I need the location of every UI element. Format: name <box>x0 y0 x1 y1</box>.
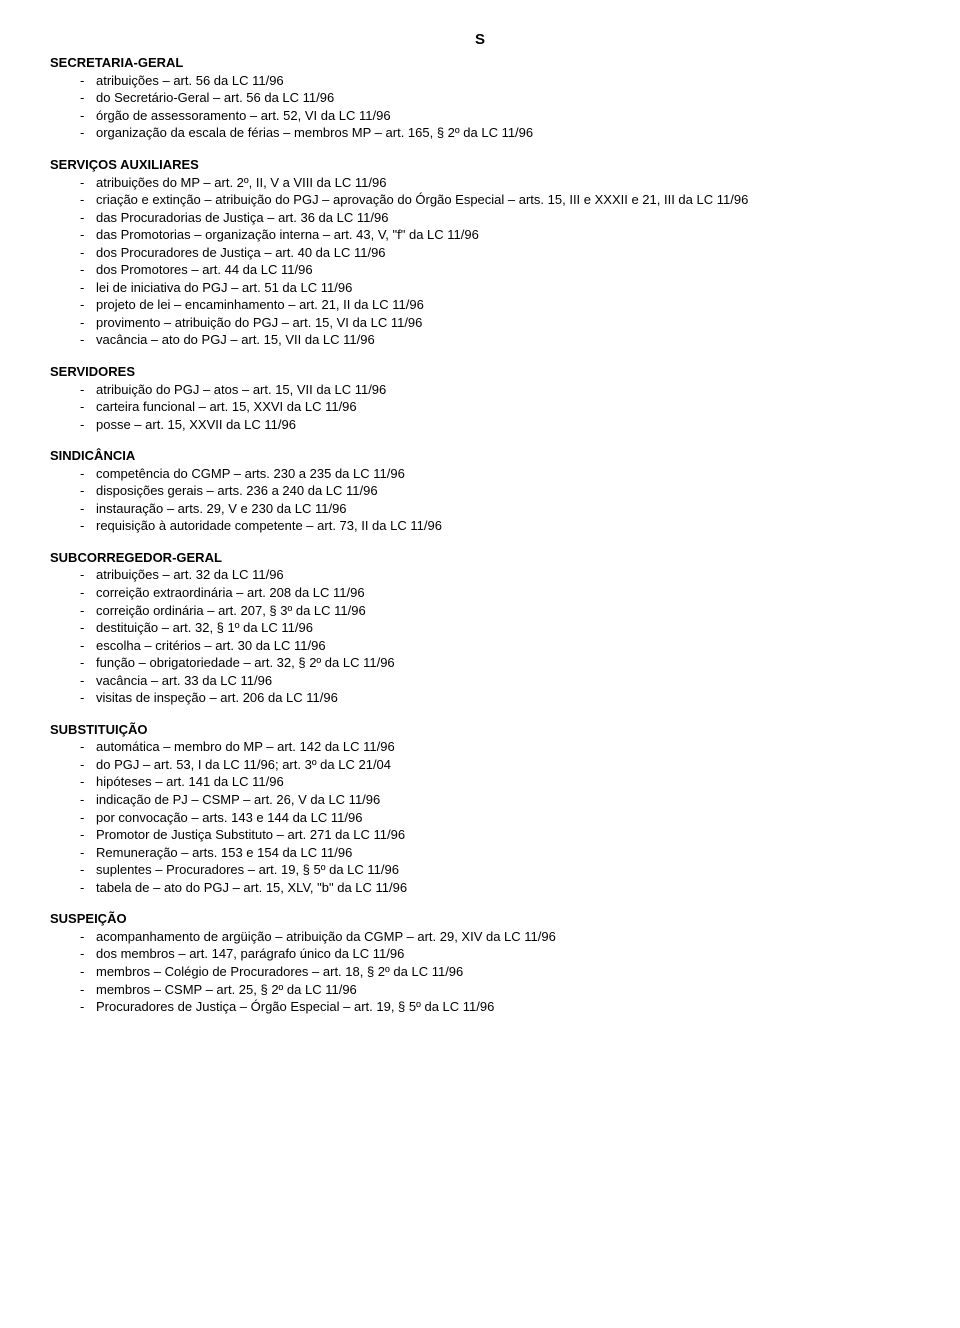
list-item: atribuições do MP – art. 2º, II, V a VII… <box>50 174 910 192</box>
list-item: hipóteses – art. 141 da LC 11/96 <box>50 773 910 791</box>
list-item: correição ordinária – art. 207, § 3º da … <box>50 602 910 620</box>
list-item: membros – CSMP – art. 25, § 2º da LC 11/… <box>50 981 910 999</box>
list-item: posse – art. 15, XXVII da LC 11/96 <box>50 416 910 434</box>
item-list: atribuições do MP – art. 2º, II, V a VII… <box>50 174 910 349</box>
list-item: membros – Colégio de Procuradores – art.… <box>50 963 910 981</box>
section: SUSPEIÇÃOacompanhamento de argüição – at… <box>50 910 910 1015</box>
list-item: do PGJ – art. 53, I da LC 11/96; art. 3º… <box>50 756 910 774</box>
section-title: SUBSTITUIÇÃO <box>50 721 910 739</box>
section-title: SUSPEIÇÃO <box>50 910 910 928</box>
list-item: Procuradores de Justiça – Órgão Especial… <box>50 998 910 1016</box>
list-item: correição extraordinária – art. 208 da L… <box>50 584 910 602</box>
section-title: SERVIDORES <box>50 363 910 381</box>
item-list: atribuições – art. 32 da LC 11/96correiç… <box>50 566 910 706</box>
list-item: Remuneração – arts. 153 e 154 da LC 11/9… <box>50 844 910 862</box>
list-item: projeto de lei – encaminhamento – art. 2… <box>50 296 910 314</box>
section: SUBSTITUIÇÃOautomática – membro do MP – … <box>50 721 910 896</box>
list-item: criação e extinção – atribuição do PGJ –… <box>50 191 910 209</box>
list-item: destituição – art. 32, § 1º da LC 11/96 <box>50 619 910 637</box>
list-item: organização da escala de férias – membro… <box>50 124 910 142</box>
item-list: atribuições – art. 56 da LC 11/96do Secr… <box>50 72 910 142</box>
section-title: SERVIÇOS AUXILIARES <box>50 156 910 174</box>
list-item: das Promotorias – organização interna – … <box>50 226 910 244</box>
list-item: das Procuradorias de Justiça – art. 36 d… <box>50 209 910 227</box>
item-list: acompanhamento de argüição – atribuição … <box>50 928 910 1016</box>
list-item: Promotor de Justiça Substituto – art. 27… <box>50 826 910 844</box>
list-item: do Secretário-Geral – art. 56 da LC 11/9… <box>50 89 910 107</box>
list-item: tabela de – ato do PGJ – art. 15, XLV, "… <box>50 879 910 897</box>
section: SUBCORREGEDOR-GERALatribuições – art. 32… <box>50 549 910 707</box>
list-item: competência do CGMP – arts. 230 a 235 da… <box>50 465 910 483</box>
section-title: SUBCORREGEDOR-GERAL <box>50 549 910 567</box>
list-item: instauração – arts. 29, V e 230 da LC 11… <box>50 500 910 518</box>
list-item: dos Procuradores de Justiça – art. 40 da… <box>50 244 910 262</box>
list-item: requisição à autoridade competente – art… <box>50 517 910 535</box>
item-list: automática – membro do MP – art. 142 da … <box>50 738 910 896</box>
list-item: escolha – critérios – art. 30 da LC 11/9… <box>50 637 910 655</box>
list-item: dos Promotores – art. 44 da LC 11/96 <box>50 261 910 279</box>
section: SINDICÂNCIAcompetência do CGMP – arts. 2… <box>50 447 910 535</box>
list-item: carteira funcional – art. 15, XXVI da LC… <box>50 398 910 416</box>
list-item: provimento – atribuição do PGJ – art. 15… <box>50 314 910 332</box>
list-item: suplentes – Procuradores – art. 19, § 5º… <box>50 861 910 879</box>
list-item: atribuição do PGJ – atos – art. 15, VII … <box>50 381 910 399</box>
list-item: função – obrigatoriedade – art. 32, § 2º… <box>50 654 910 672</box>
section: SERVIÇOS AUXILIARESatribuições do MP – a… <box>50 156 910 349</box>
section: SECRETARIA-GERALatribuições – art. 56 da… <box>50 54 910 142</box>
list-item: disposições gerais – arts. 236 a 240 da … <box>50 482 910 500</box>
item-list: atribuição do PGJ – atos – art. 15, VII … <box>50 381 910 434</box>
list-item: dos membros – art. 147, parágrafo único … <box>50 945 910 963</box>
list-item: órgão de assessoramento – art. 52, VI da… <box>50 107 910 125</box>
item-list: competência do CGMP – arts. 230 a 235 da… <box>50 465 910 535</box>
list-item: indicação de PJ – CSMP – art. 26, V da L… <box>50 791 910 809</box>
list-item: visitas de inspeção – art. 206 da LC 11/… <box>50 689 910 707</box>
list-item: lei de iniciativa do PGJ – art. 51 da LC… <box>50 279 910 297</box>
list-item: por convocação – arts. 143 e 144 da LC 1… <box>50 809 910 827</box>
list-item: atribuições – art. 56 da LC 11/96 <box>50 72 910 90</box>
list-item: acompanhamento de argüição – atribuição … <box>50 928 910 946</box>
list-item: vacância – art. 33 da LC 11/96 <box>50 672 910 690</box>
section: SERVIDORESatribuição do PGJ – atos – art… <box>50 363 910 433</box>
section-title: SECRETARIA-GERAL <box>50 54 910 72</box>
sections-container: SECRETARIA-GERALatribuições – art. 56 da… <box>50 54 910 1015</box>
list-item: atribuições – art. 32 da LC 11/96 <box>50 566 910 584</box>
list-item: vacância – ato do PGJ – art. 15, VII da … <box>50 331 910 349</box>
letter-heading: S <box>50 30 910 50</box>
section-title: SINDICÂNCIA <box>50 447 910 465</box>
list-item: automática – membro do MP – art. 142 da … <box>50 738 910 756</box>
